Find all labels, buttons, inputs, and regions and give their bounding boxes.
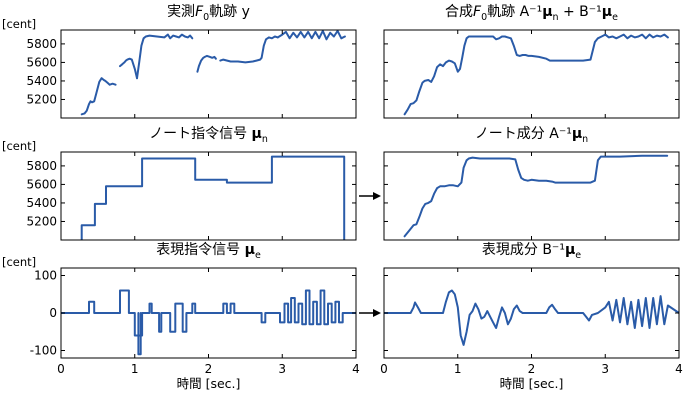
x-tick-label: 2 (528, 362, 536, 376)
x-tick-label: 1 (454, 362, 462, 376)
y-tick-label: 5800 (26, 159, 57, 173)
series-line (196, 54, 217, 73)
x-axis-label-left: 時間 [sec.] (177, 376, 241, 391)
panel-3: ノート成分 A⁻¹μn​ (383, 126, 680, 241)
panel-title: 合成F0​軌跡 A⁻¹μn​ + B⁻¹μe​ (445, 4, 618, 23)
y-tick-label: -100 (30, 344, 57, 358)
panel-title: 表現成分 B⁻¹μe​ (482, 242, 581, 261)
y-unit-label: [cent] (2, 255, 36, 269)
series-line (219, 35, 279, 64)
y-unit-label: [cent] (2, 139, 36, 153)
panel-2: ノート指令信号 μn​ [cent] 5200 5400 5600 5800 (2, 126, 357, 241)
y-tick-label: 5800 (26, 37, 57, 51)
arrows (359, 192, 381, 317)
y-tick-label: 5400 (26, 196, 57, 210)
x-tick-label: 0 (380, 362, 388, 376)
series-line (384, 289, 679, 346)
x-tick-label: 2 (205, 362, 213, 376)
series-line (276, 30, 346, 41)
panel-title: 表現指令信号 μe​ (156, 242, 261, 261)
series-line (119, 57, 138, 80)
series-line (61, 289, 356, 337)
arrow-head (373, 192, 381, 200)
series-line (80, 155, 346, 240)
series-line (137, 312, 142, 356)
y-tick-label: 5200 (26, 92, 57, 106)
series-line (403, 154, 669, 238)
arrow-head (373, 309, 381, 317)
series-line (403, 33, 669, 116)
x-axis-label-right: 時間 [sec.] (500, 376, 564, 391)
series-line (80, 77, 117, 116)
x-tick-label: 3 (601, 362, 609, 376)
y-tick-label: 5600 (26, 177, 57, 191)
panel-title: 実測F0​軌跡 y (167, 4, 250, 23)
panels: 実測F0​軌跡 y [cent] 5200 5400 5600 5800 合成F0​軌跡 A… (2, 4, 683, 376)
y-tick-label: 5600 (26, 55, 57, 69)
panel-5: 表現成分 B⁻¹μe​ 0 1 2 3 4 (380, 242, 683, 376)
y-tick-label: 5200 (26, 214, 57, 228)
x-tick-label: 1 (131, 362, 139, 376)
x-tick-label: 0 (57, 362, 65, 376)
panel-1: 合成F0​軌跡 A⁻¹μn​ + B⁻¹μe​ (383, 4, 680, 119)
y-tick-label: 0 (49, 306, 57, 320)
y-unit-label: [cent] (2, 17, 36, 31)
x-tick-label: 4 (675, 362, 683, 376)
plot-frame (60, 29, 357, 119)
x-tick-label: 4 (352, 362, 360, 376)
y-tick-label: 100 (34, 269, 57, 283)
panel-0: 実測F0​軌跡 y [cent] 5200 5400 5600 5800 (2, 4, 357, 119)
panel-title: ノート指令信号 μn​ (149, 126, 268, 145)
y-tick-label: 5400 (26, 74, 57, 88)
x-tick-label: 3 (278, 362, 286, 376)
plot-frame (383, 151, 680, 241)
panel-title: ノート成分 A⁻¹μn​ (475, 126, 588, 145)
series-line (136, 33, 194, 80)
plot-frame (383, 29, 680, 119)
